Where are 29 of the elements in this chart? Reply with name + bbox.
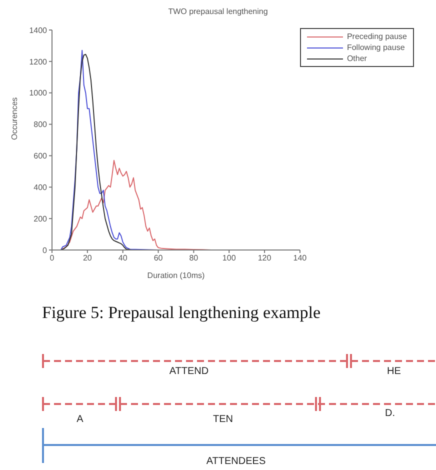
text: TEN <box>213 414 233 425</box>
x-tick-label: 20 <box>82 254 92 263</box>
y-tick-label: 200 <box>34 214 48 224</box>
legend-label: Following pause <box>346 42 405 53</box>
y-tick-label: 800 <box>34 120 48 130</box>
x-tick-label: 100 <box>222 254 236 263</box>
chart-title: TWO prepausal lengthening <box>168 7 268 16</box>
y-tick-label: 1000 <box>29 88 48 98</box>
x-tick-label: 40 <box>118 254 128 263</box>
x-tick-label: 120 <box>258 254 272 263</box>
y-tick-label: 400 <box>34 182 48 192</box>
legend-label: Preceding pause <box>346 31 407 42</box>
y-tick-label: 0 <box>42 246 48 255</box>
legend-label: Other <box>346 53 367 64</box>
x-tick-label: 0 <box>50 254 55 263</box>
text: D. <box>385 408 395 419</box>
text: HE <box>387 366 402 377</box>
y-axis-title: Occurences <box>10 97 19 140</box>
x-tick-label: 140 <box>293 254 308 263</box>
y-tick-label: 1200 <box>29 57 48 66</box>
text: A <box>76 414 84 425</box>
x-axis-title: Duration (10ms) <box>147 271 205 280</box>
y-tick-label: 1400 <box>29 26 48 35</box>
x-tick-label: 60 <box>154 254 164 263</box>
x-tick-label: 80 <box>189 254 199 263</box>
caption: Figure 5: Prepausal lengthening example <box>42 303 321 323</box>
text: ATTEND <box>169 366 209 377</box>
y-tick-label: 600 <box>34 152 48 161</box>
text: ATTENDEES <box>206 456 266 467</box>
